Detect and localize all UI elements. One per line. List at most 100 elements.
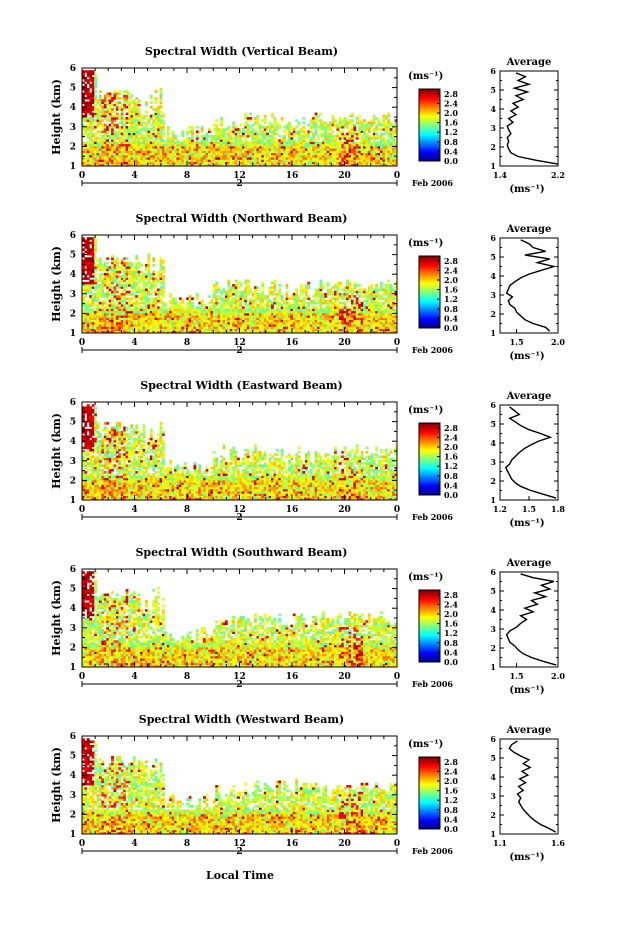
heatmap-cell [94,257,97,260]
heatmap-cell [91,281,95,285]
heatmap-cell [237,317,240,321]
heatmap-cell [217,321,221,325]
heatmap-cell [346,123,349,127]
heatmap-cell [350,150,354,154]
heatmap-cell [89,268,93,272]
heatmap-cell [86,310,90,314]
heatmap-cell [258,299,262,303]
heatmap-cell [101,301,105,305]
heatmap-cell [244,123,248,127]
heatmap-cell [302,121,306,125]
heatmap-cell [91,317,95,321]
heatmap-cell [217,317,221,321]
heatmap-cell [157,121,160,125]
heatmap-cell [222,145,226,149]
heatmap-cell [239,150,243,154]
heatmap-cell [125,152,129,156]
heatmap-cell [297,150,301,154]
heatmap-cell [166,159,170,162]
heatmap-cell [142,152,146,156]
heatmap-cell [94,125,97,129]
heatmap-cell [271,159,274,162]
heatmap-cell [273,125,277,129]
heatmap-cell [263,141,267,145]
heatmap-cell [387,114,391,118]
heatmap-cell [183,321,187,325]
heatmap-cell [178,306,182,309]
heatmap-cell [84,301,88,305]
heatmap-cell [203,152,206,156]
heatmap-cell [254,321,257,325]
heatmap-cell [159,154,163,158]
heatmap-cell [164,317,168,321]
heatmap-cell [338,137,342,140]
heatmap-cell [229,157,233,160]
heatmap-cell [101,324,105,327]
heatmap-cell [254,148,257,151]
heatmap-cell [263,324,267,327]
heatmap-cell [132,324,136,327]
heatmap-cell [123,108,127,111]
heatmap-cell [178,326,182,329]
heatmap-cell [256,148,260,151]
heatmap-cell [113,114,117,118]
heatmap-cell [246,330,250,334]
heatmap-cell [101,266,105,269]
heatmap-cell [382,123,386,127]
heatmap-cell [200,159,204,162]
heatmap-cell [183,310,187,314]
heatmap-cell [118,270,122,274]
heatmap-cell [82,299,85,303]
heatmap-cell [271,145,274,149]
heatmap-cell [321,128,325,131]
heatmap-cell [82,248,85,251]
average-title: Average [506,57,552,68]
heatmap-cell [113,110,117,113]
heatmap-cell [188,295,192,298]
heatmap-cell [343,148,347,151]
heatmap-cell [91,252,95,256]
heatmap-cell [246,310,250,314]
heatmap-cell [108,308,112,312]
y-axis-label: Height (km) [50,79,63,155]
heatmap-cell [145,103,148,107]
heatmap-cell [94,250,97,254]
heatmap-cell [314,125,318,129]
colorbar-segment [419,141,440,144]
heatmap-cell [254,143,257,147]
heatmap-cell [101,145,105,149]
heatmap-cell [195,145,199,149]
heatmap-cell [118,105,122,109]
heatmap-cell [261,286,265,289]
heatmap-cell [212,159,216,162]
heatmap-cell [154,152,158,156]
heatmap-cell [183,163,187,167]
heatmap-cell [94,304,97,307]
heatmap-cell [372,143,376,147]
heatmap-cell [193,157,197,160]
heatmap-cell [108,266,112,269]
heatmap-cell [183,324,187,327]
heatmap-cell [147,299,151,303]
heatmap-cell [101,125,105,129]
heatmap-cell [111,96,114,100]
heatmap-cell [319,152,323,156]
heatmap-cell [268,299,272,303]
heatmap-cell [273,150,277,154]
heatmap-cell [113,130,117,133]
heatmap-cell [244,286,248,289]
heatmap-cell [120,143,124,147]
heatmap-cell [246,304,250,307]
heatmap-cell [125,268,129,272]
heatmap-cell [365,145,369,149]
heatmap-cell [256,326,260,329]
heatmap-cell [145,312,148,316]
heatmap-cell [120,306,124,309]
y-tick-label: 6 [70,64,76,74]
heatmap-cell [137,132,141,136]
heatmap-cell [326,132,330,136]
heatmap-cell [132,295,136,298]
heatmap-cell [200,312,204,316]
heatmap-cell [271,312,274,316]
heatmap-cell [101,268,105,272]
